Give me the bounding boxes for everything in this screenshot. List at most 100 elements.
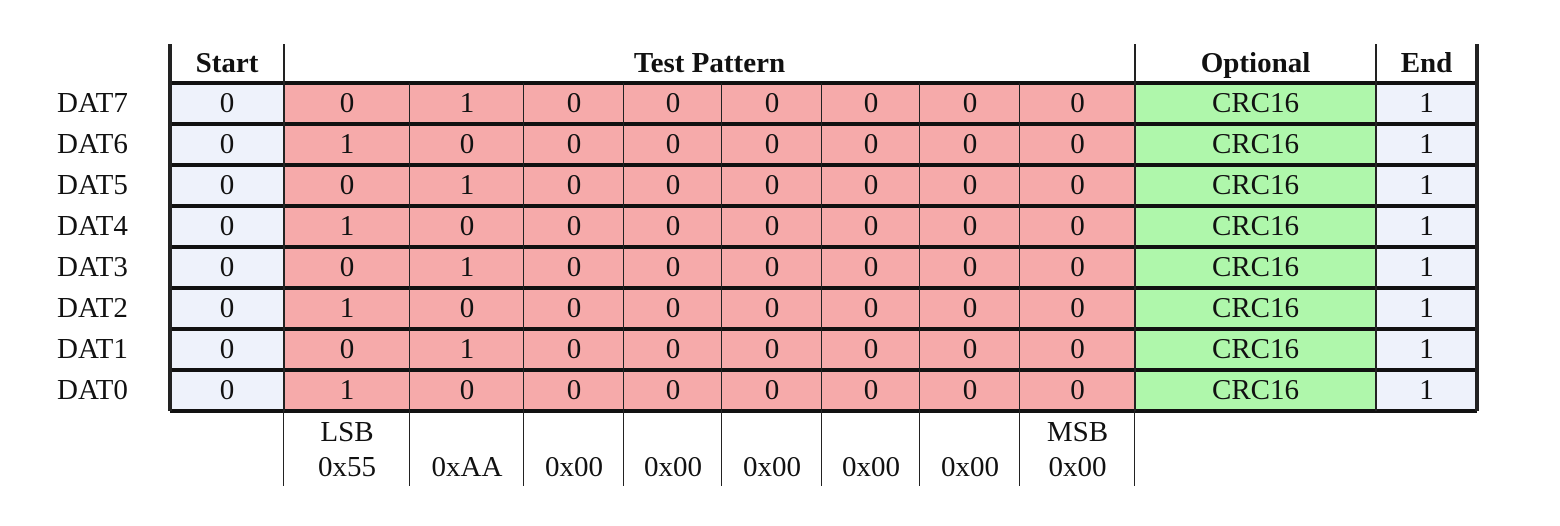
pattern-bit-cell: 0 — [1020, 206, 1135, 247]
pattern-bit-cell: 1 — [284, 370, 410, 411]
end-bit-cell: 1 — [1376, 124, 1477, 165]
pattern-bit-cell: 0 — [284, 247, 410, 288]
pattern-bit-cell: 0 — [1020, 329, 1135, 370]
pattern-bit-cell: 0 — [410, 206, 524, 247]
pattern-bit-cell: 1 — [284, 206, 410, 247]
row-label: DAT4 — [57, 210, 128, 242]
section-divider-line — [283, 44, 285, 411]
pattern-bit-cell: 0 — [624, 370, 722, 411]
pattern-bit-cell: 0 — [920, 83, 1020, 124]
byte-value-label: 0x00 — [842, 451, 900, 483]
pattern-bit-cell: 0 — [1020, 288, 1135, 329]
pattern-bit-cell: 0 — [1020, 83, 1135, 124]
row-label: DAT2 — [57, 292, 128, 324]
row-separator-line — [170, 409, 1477, 413]
pattern-bit-cell: 1 — [410, 247, 524, 288]
pattern-bit-cell: 0 — [284, 329, 410, 370]
start-bit-cell: 0 — [170, 206, 284, 247]
pattern-bit-cell: 0 — [822, 165, 920, 206]
start-bit-cell: 0 — [170, 329, 284, 370]
crc16-cell: CRC16 — [1135, 165, 1376, 206]
pattern-bit-cell: 0 — [410, 288, 524, 329]
footer-divider-line — [821, 411, 822, 486]
end-bit-cell: 1 — [1376, 165, 1477, 206]
row-label: DAT7 — [57, 87, 128, 119]
footer-divider-line — [523, 411, 524, 486]
bit-divider-line — [523, 83, 524, 411]
pattern-bit-cell: 0 — [920, 247, 1020, 288]
section-divider-line — [1134, 44, 1136, 411]
pattern-bit-cell: 0 — [822, 329, 920, 370]
crc16-cell: CRC16 — [1135, 124, 1376, 165]
pattern-bit-cell: 0 — [1020, 370, 1135, 411]
row-separator-line — [170, 163, 1477, 167]
row-label: DAT3 — [57, 251, 128, 283]
pattern-bit-cell: 1 — [284, 124, 410, 165]
crc16-cell: CRC16 — [1135, 206, 1376, 247]
pattern-bit-cell: 0 — [1020, 247, 1135, 288]
pattern-bit-cell: 0 — [524, 370, 624, 411]
start-bit-cell: 0 — [170, 83, 284, 124]
end-bit-cell: 1 — [1376, 329, 1477, 370]
table-right-border — [1475, 44, 1479, 411]
footer-divider-line — [721, 411, 722, 486]
pattern-bit-cell: 0 — [524, 288, 624, 329]
pattern-bit-cell: 0 — [524, 124, 624, 165]
bit-divider-line — [1019, 83, 1020, 411]
pattern-bit-cell: 0 — [524, 83, 624, 124]
bit-divider-line — [409, 83, 410, 411]
pattern-bit-cell: 0 — [524, 329, 624, 370]
pattern-bit-cell: 1 — [410, 329, 524, 370]
end-bit-cell: 1 — [1376, 370, 1477, 411]
byte-value-label: 0x00 — [545, 451, 603, 483]
pattern-bit-cell: 0 — [524, 247, 624, 288]
bit-divider-line — [623, 83, 624, 411]
byte-value-label: 0x00 — [941, 451, 999, 483]
pattern-bit-cell: 0 — [624, 124, 722, 165]
pattern-bit-cell: 0 — [722, 370, 822, 411]
pattern-bit-cell: 0 — [722, 247, 822, 288]
row-separator-line — [170, 204, 1477, 208]
pattern-bit-cell: 0 — [920, 206, 1020, 247]
pattern-bit-cell: 0 — [822, 370, 920, 411]
row-separator-line — [170, 368, 1477, 372]
pattern-bit-cell: 0 — [524, 165, 624, 206]
row-label: DAT1 — [57, 333, 128, 365]
pattern-bit-cell: 0 — [1020, 165, 1135, 206]
bit-divider-line — [821, 83, 822, 411]
msb-label: MSB — [1046, 416, 1109, 448]
end-bit-cell: 1 — [1376, 206, 1477, 247]
lsb-label: LSB — [320, 416, 374, 448]
row-separator-line — [170, 286, 1477, 290]
pattern-bit-cell: 1 — [284, 288, 410, 329]
pattern-bit-cell: 0 — [624, 165, 722, 206]
pattern-bit-cell: 0 — [624, 247, 722, 288]
byte-value-label: 0xAA — [431, 451, 503, 483]
pattern-bit-cell: 0 — [920, 165, 1020, 206]
footer-divider-line — [283, 411, 284, 486]
footer-divider-line — [1019, 411, 1020, 486]
byte-value-label: 0x00 — [644, 451, 702, 483]
bit-divider-line — [721, 83, 722, 411]
header-end: End — [1400, 47, 1453, 79]
crc16-cell: CRC16 — [1135, 288, 1376, 329]
pattern-bit-cell: 0 — [410, 124, 524, 165]
section-divider-line — [1375, 44, 1377, 411]
row-separator-line — [170, 327, 1477, 331]
pattern-bit-cell: 1 — [410, 165, 524, 206]
pattern-bit-cell: 0 — [410, 370, 524, 411]
table-left-border — [168, 44, 172, 411]
start-bit-cell: 0 — [170, 288, 284, 329]
pattern-bit-cell: 0 — [722, 206, 822, 247]
row-label: DAT0 — [57, 374, 128, 406]
start-bit-cell: 0 — [170, 124, 284, 165]
pattern-bit-cell: 0 — [284, 83, 410, 124]
header-test-pattern: Test Pattern — [633, 47, 786, 79]
pattern-bit-cell: 0 — [822, 247, 920, 288]
row-label: DAT5 — [57, 169, 128, 201]
pattern-bit-cell: 0 — [624, 206, 722, 247]
pattern-bit-cell: 0 — [722, 329, 822, 370]
crc16-cell: CRC16 — [1135, 329, 1376, 370]
footer-divider-line — [623, 411, 624, 486]
byte-value-label: 0x00 — [1048, 451, 1107, 483]
